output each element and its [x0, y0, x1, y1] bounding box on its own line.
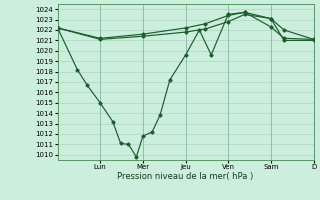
X-axis label: Pression niveau de la mer( hPa ): Pression niveau de la mer( hPa ): [117, 172, 254, 181]
